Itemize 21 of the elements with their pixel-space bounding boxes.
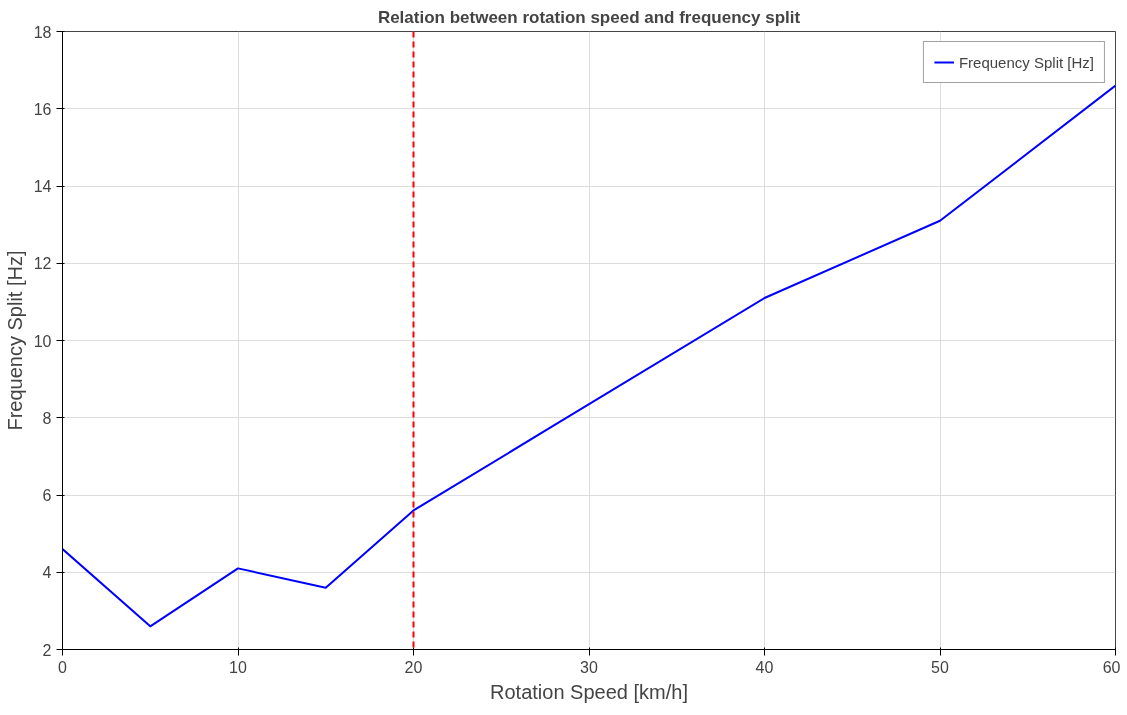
x-tick-label: 0 [58,658,68,676]
y-tick-label: 14 [33,178,52,195]
legend-label: Frequency Split [Hz] [958,53,1094,71]
y-axis-title: Frequency Split [Hz] [3,250,26,431]
chart-title: Relation between rotation speed and frequency split [377,7,801,27]
y-tick-label: 8 [42,409,52,427]
y-tick-label: 12 [33,255,52,273]
x-tick-label: 20 [404,658,423,676]
y-tick-label: 18 [33,23,52,41]
y-tick-label: 4 [42,564,52,582]
x-tick-label: 30 [580,658,598,676]
x-tick-label: 10 [229,658,247,676]
x-tick-label: 40 [755,658,774,676]
y-tick-label: 6 [42,487,52,504]
y-tick-label: 2 [42,641,52,659]
x-tick-label: 50 [931,658,949,676]
x-axis-title: Rotation Speed [km/h] [490,680,688,703]
y-tick-label: 10 [33,332,52,350]
line-series [62,84,1116,628]
y-tick-label: 16 [33,100,52,118]
x-tick-label: 60 [1102,658,1121,676]
